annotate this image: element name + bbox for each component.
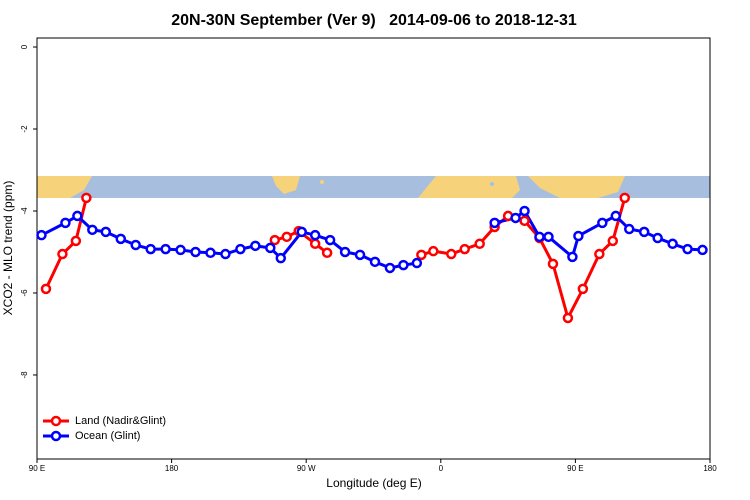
point — [519, 215, 530, 227]
point — [489, 217, 500, 229]
point — [36, 229, 47, 241]
point — [567, 251, 578, 263]
point — [697, 244, 708, 256]
point — [510, 212, 521, 224]
point — [269, 234, 281, 246]
point — [428, 245, 439, 257]
point — [220, 248, 231, 260]
point — [309, 229, 321, 241]
point — [459, 243, 470, 255]
point — [100, 226, 112, 238]
point — [250, 240, 261, 252]
point — [115, 233, 127, 245]
y-axis-label: XCO2 - MLO trend (ppm) — [1, 181, 15, 316]
point — [519, 205, 530, 217]
x-axis-label: Longitude (deg E) — [326, 476, 421, 490]
point — [57, 248, 68, 260]
legend-marker — [50, 415, 62, 427]
point — [547, 258, 559, 270]
point — [534, 231, 545, 243]
point — [667, 238, 678, 250]
point — [60, 217, 71, 229]
legend-label: Land (Nadir&Glint) — [75, 415, 166, 427]
plot-frame — [36, 37, 711, 460]
point — [682, 243, 693, 255]
point — [543, 231, 554, 243]
point — [416, 249, 427, 261]
y-tick-label: -8 — [20, 371, 29, 379]
point — [309, 238, 321, 250]
point — [474, 238, 485, 250]
point — [652, 232, 663, 244]
point — [70, 235, 82, 247]
x-tick-label: 180 — [165, 464, 179, 473]
point — [81, 192, 92, 204]
point — [638, 226, 650, 238]
y-tick-label: 0 — [20, 44, 29, 49]
series-line — [44, 197, 627, 320]
point — [275, 252, 287, 264]
legend-marker — [50, 430, 62, 442]
point — [265, 242, 276, 254]
point — [160, 243, 171, 255]
point — [384, 262, 396, 274]
point — [72, 210, 83, 222]
x-tick-label: 90 E — [29, 464, 45, 473]
chart-title: 20N-30N September (Ver 9) 2014-09-06 to … — [171, 12, 577, 29]
point — [145, 243, 156, 255]
x-tick-label: 90 E — [567, 464, 583, 473]
point — [281, 231, 293, 243]
point — [87, 224, 98, 236]
point — [623, 223, 635, 235]
point — [339, 246, 351, 258]
point — [577, 283, 589, 295]
point — [205, 247, 216, 259]
point — [573, 230, 584, 242]
point — [597, 217, 608, 229]
point — [354, 249, 366, 261]
point — [411, 257, 423, 269]
point — [40, 283, 52, 295]
x-tick-label: 180 — [703, 464, 717, 473]
point — [562, 312, 574, 324]
x-tick-label: 90 W — [297, 464, 316, 473]
point — [369, 256, 381, 268]
map-band — [37, 176, 710, 198]
point — [398, 259, 409, 271]
y-tick-label: -6 — [20, 289, 29, 297]
point — [610, 210, 622, 222]
y-tick-label: -2 — [20, 125, 29, 133]
point — [235, 243, 246, 255]
point — [324, 234, 336, 246]
point — [190, 246, 201, 258]
legend-label: Ocean (Glint) — [75, 430, 140, 442]
point — [321, 247, 333, 259]
point — [175, 244, 186, 256]
x-tick-label: 0 — [439, 464, 444, 473]
point — [594, 248, 605, 260]
y-tick-label: -4 — [20, 207, 29, 215]
point — [130, 239, 141, 251]
point — [619, 192, 631, 204]
point — [296, 226, 307, 238]
point — [446, 248, 457, 260]
point — [607, 235, 619, 247]
